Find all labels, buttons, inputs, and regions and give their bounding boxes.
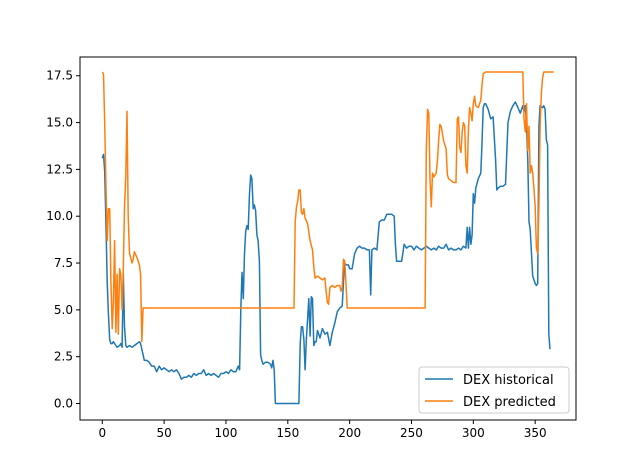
y-tick-label: 0.0 — [54, 397, 73, 411]
x-tick-label: 250 — [400, 426, 423, 440]
y-axis: 0.0 2.5 5.0 7.5 10.0 12.5 15.0 17.5 — [46, 69, 80, 411]
x-axis: 0 50 100 150 200 250 300 350 — [98, 420, 547, 440]
series-layer — [101, 71, 554, 405]
y-tick-label: 10.0 — [46, 209, 73, 223]
series-line-1 — [101, 101, 551, 405]
y-tick-label: 7.5 — [54, 256, 73, 270]
legend-label: DEX predicted — [463, 395, 556, 410]
y-tick-label: 12.5 — [46, 162, 73, 176]
legend-box — [418, 366, 570, 414]
x-tick-label: 0 — [98, 426, 106, 440]
legend: DEX historical DEX predicted — [418, 366, 570, 414]
x-tick-label: 200 — [338, 426, 361, 440]
y-tick-label: 15.0 — [46, 116, 73, 130]
series-line-2 — [101, 71, 554, 343]
y-tick-label: 17.5 — [46, 69, 73, 83]
x-tick-label: 350 — [524, 426, 547, 440]
x-tick-label: 150 — [276, 426, 299, 440]
y-tick-label: 5.0 — [54, 303, 73, 317]
plot-frame — [79, 56, 577, 421]
x-tick-label: 100 — [215, 426, 238, 440]
y-tick-label: 2.5 — [54, 350, 73, 364]
x-tick-label: 50 — [156, 426, 171, 440]
legend-label: DEX historical — [463, 373, 554, 388]
x-tick-label: 300 — [462, 426, 485, 440]
